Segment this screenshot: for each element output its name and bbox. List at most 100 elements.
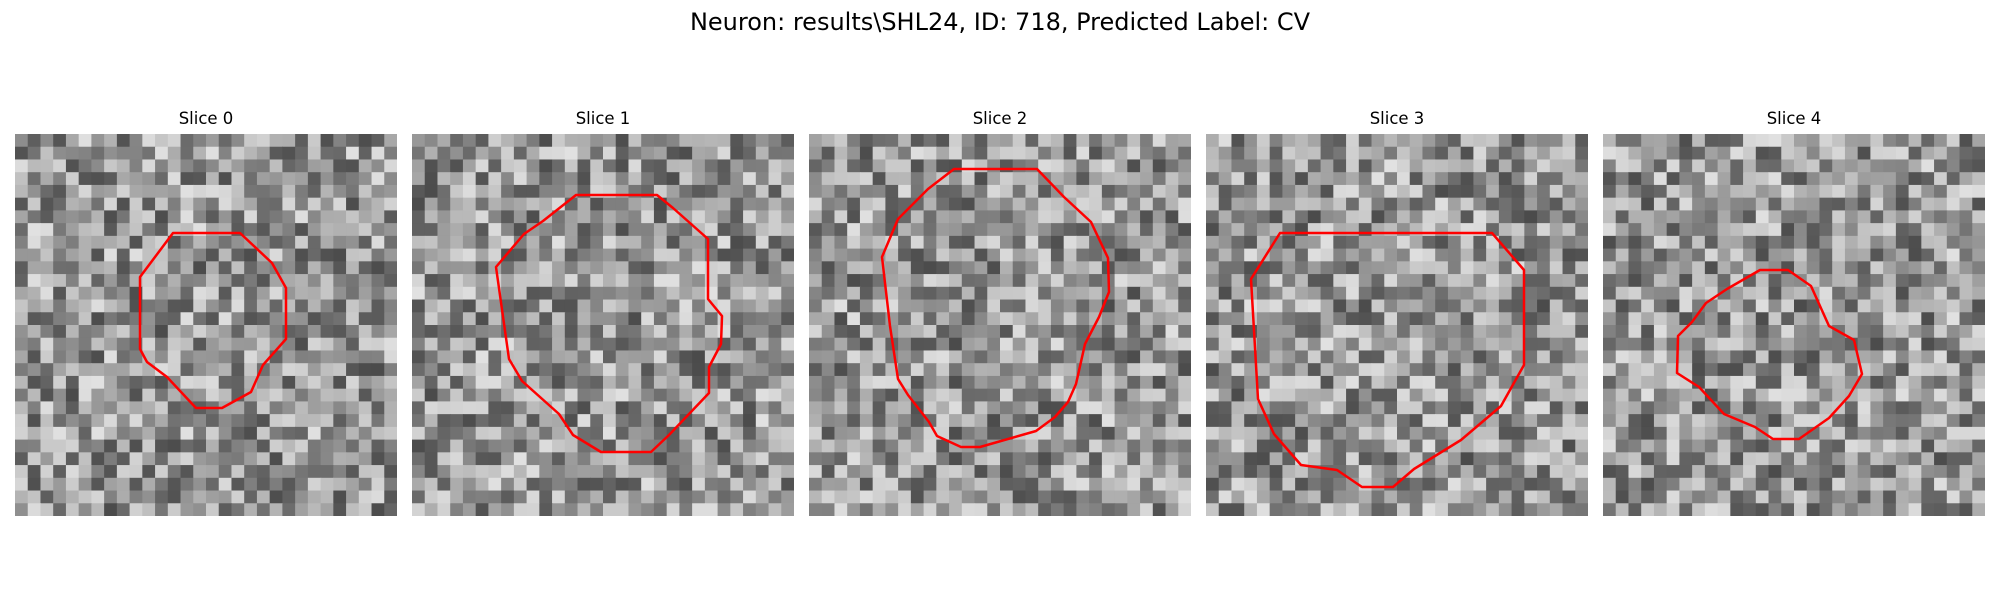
pixel: [1575, 503, 1588, 516]
pixel: [704, 490, 719, 504]
pixel: [116, 197, 131, 211]
pixel: [1679, 210, 1693, 224]
pixel: [1666, 426, 1680, 441]
pixel: [1076, 210, 1090, 224]
pixel: [346, 503, 360, 516]
pixel: [1832, 477, 1846, 492]
pixel: [27, 223, 42, 237]
pixel: [116, 477, 131, 492]
pixel: [1206, 375, 1220, 390]
pixel: [333, 159, 347, 173]
pixel: [653, 426, 668, 441]
pixel: [206, 172, 220, 186]
pixel: [1641, 312, 1655, 326]
pixel: [1781, 465, 1795, 479]
pixel: [256, 184, 271, 199]
pixel: [1012, 503, 1027, 516]
pixel: [142, 223, 156, 237]
pixel: [1730, 146, 1744, 161]
pixel: [1127, 452, 1141, 466]
pixel: [847, 452, 861, 466]
pixel: [1486, 172, 1500, 186]
pixel: [1256, 223, 1271, 237]
pixel: [974, 159, 988, 173]
pixel: [1000, 388, 1014, 402]
pixel: [1269, 490, 1283, 504]
pixel: [1653, 401, 1668, 415]
pixel: [1333, 146, 1347, 161]
pixel: [1806, 146, 1821, 161]
pixel: [628, 134, 642, 148]
pixel: [821, 414, 836, 428]
pixel: [1537, 248, 1551, 262]
pixel: [1704, 261, 1719, 275]
pixel: [936, 439, 950, 453]
pixel: [1628, 159, 1642, 173]
pixel: [1615, 299, 1630, 313]
pixel: [91, 477, 105, 492]
pixel: [552, 197, 566, 211]
pixel: [193, 477, 207, 492]
pixel: [526, 261, 540, 275]
pixel: [1628, 363, 1642, 377]
pixel: [1575, 490, 1588, 504]
pixel: [1717, 172, 1731, 186]
pixel: [1140, 134, 1154, 148]
pixel: [1666, 210, 1680, 224]
pixel: [1012, 452, 1027, 466]
pixel: [1730, 325, 1744, 339]
pixel: [1460, 223, 1474, 237]
pixel: [1844, 248, 1859, 262]
pixel: [1063, 184, 1077, 199]
pixel: [809, 184, 823, 199]
pixel: [1076, 274, 1090, 288]
pixel: [1498, 286, 1513, 301]
pixel: [155, 184, 169, 199]
pixel: [1806, 477, 1821, 492]
pixel: [320, 223, 334, 237]
pixel: [116, 363, 131, 377]
pixel: [1320, 274, 1334, 288]
pixel: [1025, 274, 1039, 288]
pixel: [1730, 223, 1744, 237]
pixel: [949, 363, 963, 377]
pixel: [641, 286, 655, 301]
pixel: [961, 235, 976, 250]
pixel: [1089, 452, 1103, 466]
pixel: [1946, 375, 1961, 390]
pixel: [307, 146, 322, 161]
pixel: [872, 439, 886, 453]
pixel: [371, 312, 385, 326]
pixel: [1435, 261, 1449, 275]
pixel: [1844, 490, 1859, 504]
pixel: [167, 401, 182, 415]
pixel: [987, 465, 1001, 479]
pixel: [974, 426, 988, 441]
pixel: [1256, 439, 1271, 453]
pixel: [1140, 439, 1154, 453]
pixel: [15, 477, 29, 492]
pixel: [1282, 375, 1296, 390]
pixel: [218, 134, 233, 148]
pixel: [320, 439, 334, 453]
pixel: [1000, 172, 1014, 186]
pixel: [834, 452, 848, 466]
pixel: [653, 299, 668, 313]
pixel: [1447, 299, 1462, 313]
pixel: [1206, 337, 1220, 352]
pixel: [1435, 401, 1449, 415]
pixel: [1549, 350, 1564, 364]
pixel: [1934, 337, 1948, 352]
pixel: [872, 210, 886, 224]
pixel: [1269, 134, 1283, 148]
pixel: [1921, 274, 1935, 288]
pixel: [1883, 134, 1897, 148]
pixel: [1076, 465, 1090, 479]
pixel: [1038, 477, 1052, 492]
pixel: [1794, 184, 1808, 199]
pixel: [1934, 172, 1948, 186]
pixel: [1959, 350, 1973, 364]
pixel: [923, 401, 937, 415]
pixel: [1511, 503, 1525, 516]
pixel: [1883, 197, 1897, 211]
